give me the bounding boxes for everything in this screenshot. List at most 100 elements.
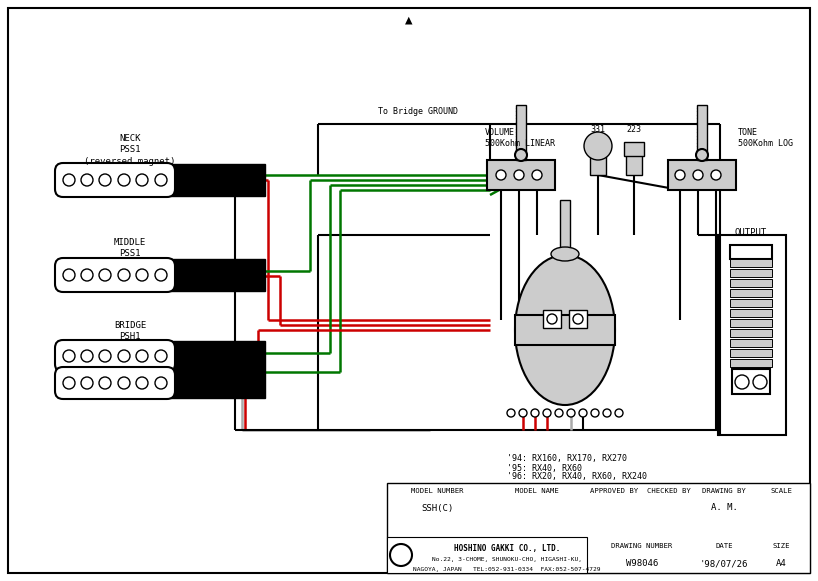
FancyBboxPatch shape [55, 367, 175, 399]
Circle shape [136, 350, 148, 362]
Circle shape [675, 170, 685, 180]
Circle shape [567, 409, 575, 417]
Text: '98/07/26: '98/07/26 [700, 560, 748, 568]
Bar [590, 145, 606, 175]
Text: DRAWING NUMBER: DRAWING NUMBER [611, 543, 672, 549]
Circle shape [136, 377, 148, 389]
Text: TONE
500Kohm LOG: TONE 500Kohm LOG [738, 128, 793, 148]
Text: NECK
PSS1
(reversed magnet): NECK PSS1 (reversed magnet) [84, 134, 176, 166]
Circle shape [496, 170, 506, 180]
Text: NAGOYA, JAPAN   TEL:052-931-0334  FAX:052-507-4729: NAGOYA, JAPAN TEL:052-931-0334 FAX:052-5… [413, 566, 600, 572]
FancyBboxPatch shape [55, 163, 175, 197]
Bar [730, 289, 772, 297]
Circle shape [81, 269, 93, 281]
Bar [170, 341, 265, 398]
Circle shape [519, 409, 527, 417]
Bar [543, 310, 561, 328]
Bar [569, 310, 587, 328]
Circle shape [693, 170, 703, 180]
Text: DRAWING BY: DRAWING BY [702, 488, 746, 494]
Circle shape [532, 170, 542, 180]
Circle shape [543, 409, 551, 417]
Text: To Bridge GROUND: To Bridge GROUND [378, 107, 458, 116]
Circle shape [579, 409, 587, 417]
Bar [730, 259, 772, 267]
Text: DATE: DATE [715, 543, 733, 549]
Circle shape [118, 269, 130, 281]
Circle shape [390, 544, 412, 566]
Ellipse shape [515, 255, 615, 405]
Circle shape [507, 409, 515, 417]
Bar [730, 245, 772, 259]
Circle shape [63, 174, 75, 186]
Bar [697, 105, 707, 160]
Text: VOLUME
500Kohm LINEAR: VOLUME 500Kohm LINEAR [485, 128, 555, 148]
Bar [170, 164, 265, 196]
Text: A. M.: A. M. [711, 504, 738, 512]
Bar [730, 309, 772, 317]
Bar [730, 349, 772, 357]
Text: BRIDGE
PSH1: BRIDGE PSH1 [114, 321, 146, 342]
Circle shape [514, 170, 524, 180]
Ellipse shape [551, 247, 579, 261]
Circle shape [81, 174, 93, 186]
Circle shape [63, 350, 75, 362]
Bar [516, 105, 526, 160]
Bar [730, 279, 772, 287]
Bar [387, 537, 587, 573]
Circle shape [515, 149, 527, 161]
Bar [668, 160, 736, 190]
Circle shape [81, 377, 93, 389]
Text: No.22, 3-CHOME, SHUNOKU-CHO, HIGASHI-KU,: No.22, 3-CHOME, SHUNOKU-CHO, HIGASHI-KU, [432, 558, 582, 562]
Text: MIDDLE
PSS1: MIDDLE PSS1 [114, 238, 146, 259]
Circle shape [118, 350, 130, 362]
Bar [732, 369, 770, 394]
Bar [718, 235, 786, 435]
FancyBboxPatch shape [55, 258, 175, 292]
Circle shape [155, 269, 167, 281]
Circle shape [547, 314, 557, 324]
Text: '96: RX20, RX40, RX60, RX240: '96: RX20, RX40, RX60, RX240 [507, 472, 647, 482]
Circle shape [155, 377, 167, 389]
Bar [626, 145, 642, 175]
Bar [515, 315, 615, 345]
Text: 331: 331 [591, 125, 605, 134]
Circle shape [735, 375, 749, 389]
Bar [730, 329, 772, 337]
Text: HOSHINO GAKKI CO., LTD.: HOSHINO GAKKI CO., LTD. [454, 543, 560, 553]
Circle shape [118, 377, 130, 389]
Bar [387, 483, 810, 573]
Circle shape [63, 269, 75, 281]
Circle shape [99, 269, 111, 281]
Bar [624, 142, 644, 156]
Circle shape [615, 409, 623, 417]
Circle shape [573, 314, 583, 324]
Circle shape [63, 377, 75, 389]
Text: SSH(C): SSH(C) [421, 504, 453, 512]
Bar [170, 259, 265, 291]
Bar [730, 319, 772, 327]
Circle shape [81, 350, 93, 362]
Text: CHECKED BY: CHECKED BY [647, 488, 691, 494]
Circle shape [711, 170, 721, 180]
Text: MODEL NAME: MODEL NAME [515, 488, 559, 494]
Circle shape [555, 409, 563, 417]
Circle shape [155, 174, 167, 186]
Circle shape [584, 132, 612, 160]
Bar [487, 160, 555, 190]
Circle shape [531, 409, 539, 417]
Circle shape [696, 149, 708, 161]
Text: W98046: W98046 [626, 560, 658, 568]
Circle shape [136, 174, 148, 186]
Circle shape [155, 350, 167, 362]
Circle shape [99, 350, 111, 362]
Text: OUTPUT: OUTPUT [735, 228, 767, 237]
Text: A4: A4 [775, 560, 786, 568]
Circle shape [99, 377, 111, 389]
Text: MODEL NUMBER: MODEL NUMBER [411, 488, 463, 494]
Text: '95: RX40, RX60: '95: RX40, RX60 [507, 464, 582, 472]
Bar [730, 299, 772, 307]
Text: ▲: ▲ [405, 14, 413, 27]
Bar [730, 359, 772, 367]
Text: SIZE: SIZE [772, 543, 789, 549]
